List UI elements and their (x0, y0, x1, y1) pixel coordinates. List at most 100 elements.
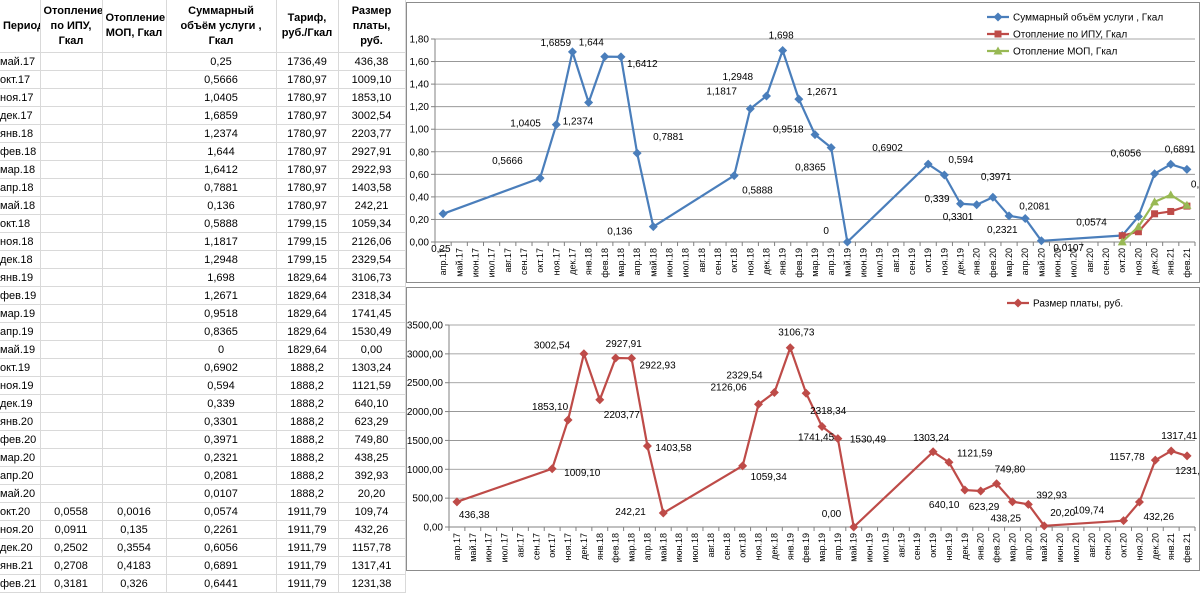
cell-period[interactable]: мар.20 (0, 448, 41, 467)
cell-tariff[interactable]: 1799,15 (276, 232, 339, 251)
cell-mop[interactable] (102, 304, 167, 323)
cell-period[interactable]: окт.18 (0, 214, 41, 233)
cell-ipu[interactable] (40, 412, 103, 431)
cell-mop[interactable] (102, 250, 167, 269)
cell-total-volume[interactable]: 0,6891 (166, 556, 277, 575)
cell-mop[interactable] (102, 142, 167, 161)
cell-total-volume[interactable]: 1,2671 (166, 286, 277, 305)
cell-total-volume[interactable]: 0,9518 (166, 304, 277, 323)
cell-payment[interactable]: 1231,38 (338, 574, 406, 593)
cell-ipu[interactable] (40, 286, 103, 305)
cell-period[interactable]: ноя.20 (0, 520, 41, 539)
cell-total-volume[interactable]: 0 (166, 340, 277, 359)
cell-period[interactable]: дек.19 (0, 394, 41, 413)
cell-total-volume[interactable]: 0,7881 (166, 178, 277, 197)
cell-tariff[interactable]: 1888,2 (276, 376, 339, 395)
cell-total-volume[interactable]: 0,25 (166, 52, 277, 71)
cell-total-volume[interactable]: 0,6056 (166, 538, 277, 557)
cell-total-volume[interactable]: 0,339 (166, 394, 277, 413)
cell-period[interactable]: окт.20 (0, 502, 41, 521)
cell-total-volume[interactable]: 0,594 (166, 376, 277, 395)
cell-ipu[interactable] (40, 106, 103, 125)
cell-period[interactable]: янв.19 (0, 268, 41, 287)
cell-tariff[interactable]: 1799,15 (276, 250, 339, 269)
cell-tariff[interactable]: 1911,79 (276, 520, 339, 539)
cell-period[interactable]: ноя.18 (0, 232, 41, 251)
cell-payment[interactable]: 2126,06 (338, 232, 406, 251)
cell-tariff[interactable]: 1780,97 (276, 160, 339, 179)
cell-period[interactable]: янв.18 (0, 124, 41, 143)
cell-mop[interactable] (102, 70, 167, 89)
cell-payment[interactable]: 1403,58 (338, 178, 406, 197)
cell-payment[interactable]: 1530,49 (338, 322, 406, 341)
cell-period[interactable]: окт.19 (0, 358, 41, 377)
cell-payment[interactable]: 109,74 (338, 502, 406, 521)
cell-tariff[interactable]: 1829,64 (276, 268, 339, 287)
cell-payment[interactable]: 1303,24 (338, 358, 406, 377)
cell-ipu[interactable]: 0,0558 (40, 502, 103, 521)
cell-tariff[interactable]: 1888,2 (276, 358, 339, 377)
cell-total-volume[interactable]: 1,6859 (166, 106, 277, 125)
cell-ipu[interactable]: 0,3181 (40, 574, 103, 593)
cell-total-volume[interactable]: 0,0107 (166, 484, 277, 503)
cell-payment[interactable]: 0,00 (338, 340, 406, 359)
cell-total-volume[interactable]: 0,6902 (166, 358, 277, 377)
cell-payment[interactable]: 1059,34 (338, 214, 406, 233)
cell-ipu[interactable] (40, 340, 103, 359)
cell-payment[interactable]: 392,93 (338, 466, 406, 485)
cell-mop[interactable]: 0,326 (102, 574, 167, 593)
cell-total-volume[interactable]: 0,8365 (166, 322, 277, 341)
cell-total-volume[interactable]: 0,3301 (166, 412, 277, 431)
cell-period[interactable]: дек.17 (0, 106, 41, 125)
cell-period[interactable]: май.17 (0, 52, 41, 71)
cell-mop[interactable]: 0,3554 (102, 538, 167, 557)
cell-payment[interactable]: 2203,77 (338, 124, 406, 143)
cell-ipu[interactable] (40, 70, 103, 89)
cell-payment[interactable]: 2922,93 (338, 160, 406, 179)
cell-mop[interactable] (102, 430, 167, 449)
cell-tariff[interactable]: 1780,97 (276, 142, 339, 161)
cell-total-volume[interactable]: 0,5666 (166, 70, 277, 89)
cell-mop[interactable] (102, 466, 167, 485)
cell-period[interactable]: май.19 (0, 340, 41, 359)
cell-mop[interactable] (102, 412, 167, 431)
cell-ipu[interactable] (40, 358, 103, 377)
cell-tariff[interactable]: 1888,2 (276, 484, 339, 503)
cell-mop[interactable] (102, 178, 167, 197)
cell-ipu[interactable] (40, 142, 103, 161)
cell-mop[interactable] (102, 286, 167, 305)
cell-ipu[interactable] (40, 484, 103, 503)
cell-tariff[interactable]: 1829,64 (276, 304, 339, 323)
cell-ipu[interactable] (40, 232, 103, 251)
cell-payment[interactable]: 749,80 (338, 430, 406, 449)
cell-ipu[interactable] (40, 376, 103, 395)
cell-tariff[interactable]: 1736,49 (276, 52, 339, 71)
cell-tariff[interactable]: 1888,2 (276, 412, 339, 431)
cell-ipu[interactable] (40, 430, 103, 449)
cell-payment[interactable]: 436,38 (338, 52, 406, 71)
cell-tariff[interactable]: 1829,64 (276, 322, 339, 341)
cell-payment[interactable]: 438,25 (338, 448, 406, 467)
cell-tariff[interactable]: 1888,2 (276, 394, 339, 413)
cell-total-volume[interactable]: 1,0405 (166, 88, 277, 107)
cell-payment[interactable]: 640,10 (338, 394, 406, 413)
cell-mop[interactable] (102, 52, 167, 71)
cell-ipu[interactable] (40, 124, 103, 143)
cell-tariff[interactable]: 1780,97 (276, 70, 339, 89)
cell-tariff[interactable]: 1911,79 (276, 538, 339, 557)
cell-payment[interactable]: 2927,91 (338, 142, 406, 161)
cell-period[interactable]: май.20 (0, 484, 41, 503)
cell-payment[interactable]: 1317,41 (338, 556, 406, 575)
cell-ipu[interactable] (40, 322, 103, 341)
cell-mop[interactable]: 0,4183 (102, 556, 167, 575)
cell-payment[interactable]: 1741,45 (338, 304, 406, 323)
cell-mop[interactable] (102, 268, 167, 287)
cell-mop[interactable] (102, 322, 167, 341)
cell-total-volume[interactable]: 0,6441 (166, 574, 277, 593)
cell-ipu[interactable] (40, 268, 103, 287)
cell-period[interactable]: янв.21 (0, 556, 41, 575)
cell-mop[interactable] (102, 232, 167, 251)
cell-tariff[interactable]: 1888,2 (276, 448, 339, 467)
cell-payment[interactable]: 3002,54 (338, 106, 406, 125)
cell-total-volume[interactable]: 0,2321 (166, 448, 277, 467)
